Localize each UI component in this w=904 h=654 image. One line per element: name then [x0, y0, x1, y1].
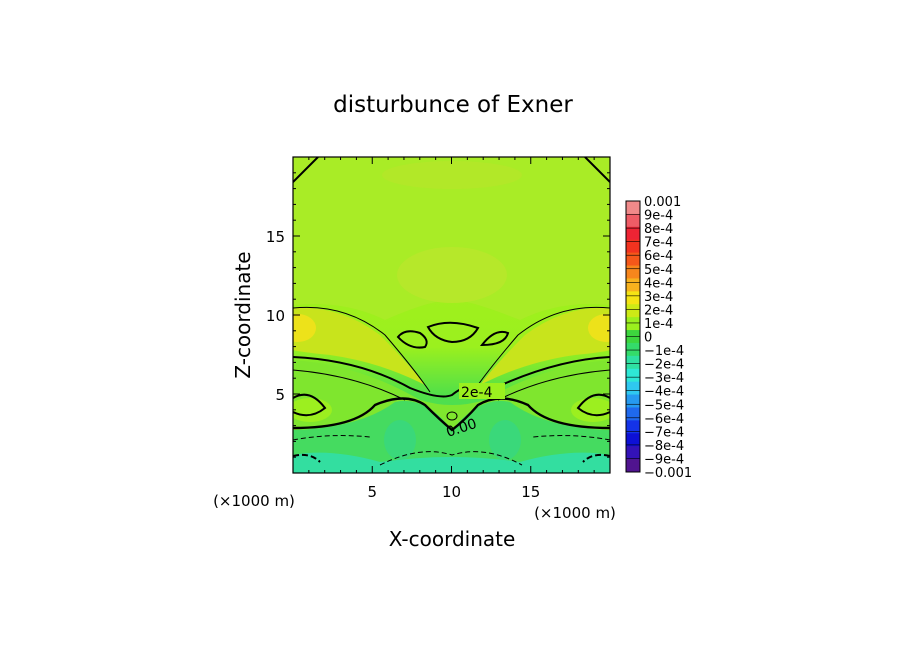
contour-island-center [426, 321, 480, 344]
colorbar-swatch [626, 420, 640, 434]
contour-zero [293, 397, 610, 432]
colorbar-label: −1e-4 [644, 344, 684, 359]
left-peak [293, 314, 316, 342]
colorbar-swatch [626, 368, 640, 383]
contour-left-upper-thin [293, 306, 431, 393]
colorbar-swatch [626, 201, 640, 215]
colorbar-label: 0 [644, 331, 652, 346]
colorbar-swatch [626, 317, 640, 331]
contour-top-right [584, 157, 610, 183]
chart-title: disturbunce of Exner [333, 92, 573, 118]
contour-label-bg-1 [459, 383, 505, 399]
colorbar-label: 1e-4 [644, 317, 673, 332]
axes: 5 10 15 5 10 15 [266, 156, 611, 501]
x-tick-label: 5 [367, 483, 377, 501]
colorbar-swatch [626, 381, 640, 396]
colorbar-swatch [626, 252, 640, 267]
contour-right-mid-thin [497, 369, 610, 401]
colorbar-swatch [626, 226, 640, 241]
y-tick-label: 5 [275, 386, 285, 404]
contour-left-mid-thin [293, 369, 406, 401]
y-unit-label: (×1000 m) [213, 492, 295, 510]
colorbar-label: −4e-4 [644, 385, 684, 400]
colorbar-swatch [626, 433, 640, 447]
colorbar-swatch [626, 265, 640, 279]
colorbar-label: 2e-4 [644, 303, 673, 318]
neg-pocket-right [489, 420, 521, 460]
upper-field-region [293, 157, 610, 320]
right-high-lobe [480, 307, 610, 385]
colorbar-label: −5e-4 [644, 398, 684, 413]
contour-small-ring [446, 411, 458, 421]
colorbar-label: 4e-4 [644, 276, 673, 291]
contour-label-2e-4: 2e-4 [461, 385, 493, 401]
colorbar-label: −7e-4 [644, 425, 684, 440]
top-lobe [382, 161, 522, 189]
contour-neg-bottom [379, 451, 523, 466]
colorbar-swatch [626, 304, 640, 318]
colorbar: 0.0019e-48e-47e-46e-45e-44e-43e-42e-41e-… [625, 195, 692, 481]
upper-center-lobe [397, 247, 507, 303]
colorbar-label: 3e-4 [644, 290, 673, 305]
contour-lines [293, 157, 610, 466]
colorbar-label: −3e-4 [644, 371, 684, 386]
colorbar-swatch [626, 291, 640, 305]
contour-top-left [293, 157, 319, 183]
negative-zone [293, 400, 610, 473]
x-unit-label: (×1000 m) [534, 504, 616, 522]
colorbar-label: −9e-4 [644, 452, 684, 467]
colorbar-label: 5e-4 [644, 263, 673, 278]
y-axis-label: Z-coordinate [231, 251, 255, 378]
right-peak [588, 314, 610, 342]
colorbar-label: −8e-4 [644, 439, 684, 454]
x-tick-label: 10 [442, 483, 461, 501]
contour-right-upper-thin [472, 306, 610, 393]
contour-island-right [479, 330, 510, 347]
colorbar-swatch [626, 239, 640, 254]
colorbar-label: −2e-4 [644, 358, 684, 373]
contour-right-lobe [576, 393, 610, 417]
y-tick-label: 15 [266, 228, 285, 246]
neg-pocket-left [384, 420, 416, 460]
contour-island-left [396, 330, 428, 349]
contour-neg-corner-left [293, 453, 321, 463]
colorbar-label: −6e-4 [644, 412, 684, 427]
colorbar-swatch [626, 278, 640, 292]
colorbar-swatch [626, 459, 640, 473]
y-tick-label: 10 [266, 307, 285, 325]
x-tick-label: 15 [521, 483, 540, 501]
colorbar-swatch [626, 446, 640, 460]
x-axis-label: X-coordinate [389, 527, 516, 551]
contour-left-lobe [293, 393, 327, 417]
left-high-lobe [293, 307, 425, 385]
colorbar-label: 9e-4 [644, 209, 673, 224]
colorbar-label: 0.001 [644, 195, 681, 210]
contour-neg-corner-right [582, 453, 610, 463]
contour-2e-4 [293, 356, 610, 398]
colorbar-label: 8e-4 [644, 222, 673, 237]
colorbar-label: 7e-4 [644, 236, 673, 251]
colorbar-swatch [626, 355, 640, 370]
colorbar-label: 6e-4 [644, 249, 673, 264]
plot-area: 2e-4 0.00 [293, 157, 610, 473]
colorbar-swatch [626, 213, 640, 228]
colorbar-label: −0.001 [644, 466, 692, 481]
colorbar-swatch [626, 342, 640, 357]
colorbar-swatch [626, 407, 640, 421]
colorbar-swatch [626, 394, 640, 408]
